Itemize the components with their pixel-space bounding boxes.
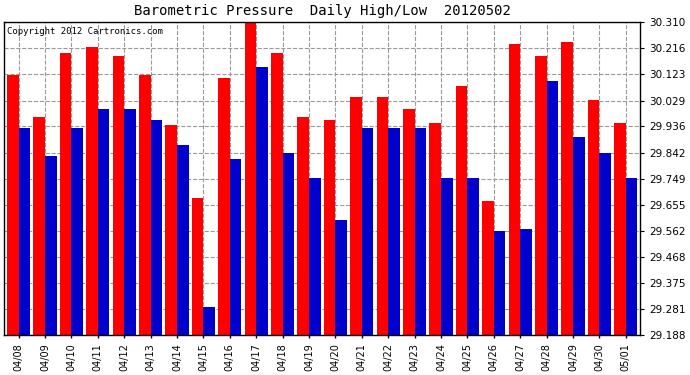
Bar (124, 109, 136, 335)
Bar (230, 159, 241, 335)
Bar (467, 178, 479, 335)
Bar (335, 220, 347, 335)
Bar (45, 156, 57, 335)
Bar (403, 109, 415, 335)
Bar (324, 120, 335, 335)
Bar (204, 307, 215, 335)
Bar (309, 178, 321, 335)
Bar (415, 128, 426, 335)
Bar (482, 201, 494, 335)
Bar (509, 44, 520, 335)
Bar (7, 75, 19, 335)
Bar (588, 100, 600, 335)
Bar (351, 98, 362, 335)
Bar (177, 145, 188, 335)
Bar (626, 178, 638, 335)
Bar (192, 198, 204, 335)
Bar (150, 120, 162, 335)
Bar (614, 123, 626, 335)
Bar (520, 229, 532, 335)
Bar (441, 178, 453, 335)
Bar (34, 117, 45, 335)
Text: Copyright 2012 Cartronics.com: Copyright 2012 Cartronics.com (8, 27, 164, 36)
Bar (245, 20, 256, 335)
Bar (98, 109, 110, 335)
Bar (256, 67, 268, 335)
Bar (456, 86, 467, 335)
Bar (362, 128, 373, 335)
Bar (72, 128, 83, 335)
Bar (60, 53, 72, 335)
Title: Barometric Pressure  Daily High/Low  20120502: Barometric Pressure Daily High/Low 20120… (134, 4, 511, 18)
Bar (166, 125, 177, 335)
Bar (297, 117, 309, 335)
Bar (429, 123, 441, 335)
Bar (535, 56, 546, 335)
Bar (218, 78, 230, 335)
Bar (19, 128, 30, 335)
Bar (562, 42, 573, 335)
Bar (271, 53, 283, 335)
Bar (388, 128, 400, 335)
Bar (112, 56, 124, 335)
Bar (283, 153, 294, 335)
Bar (600, 153, 611, 335)
Bar (86, 47, 98, 335)
Bar (377, 98, 388, 335)
Bar (494, 231, 505, 335)
Bar (139, 75, 150, 335)
Bar (546, 81, 558, 335)
Bar (573, 136, 584, 335)
